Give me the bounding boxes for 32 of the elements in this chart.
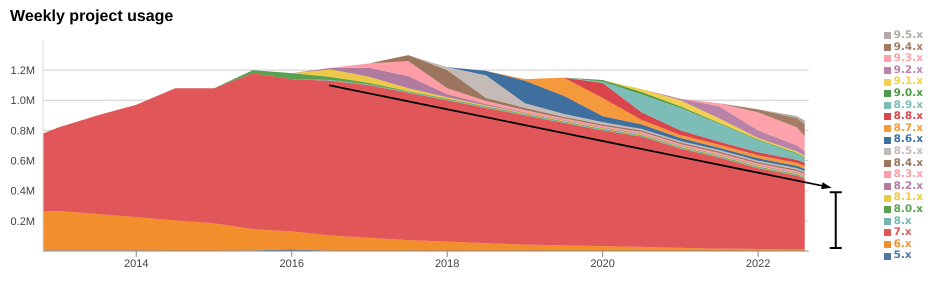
x-tick-label: 2022 [746, 258, 770, 270]
x-tick-label: 2020 [590, 258, 615, 270]
legend-label: 9.1.x [892, 75, 923, 88]
y-tick-label: 0.4M [10, 186, 35, 198]
y-tick-label: 0.8M [10, 125, 35, 138]
y-tick-label: 1.2M [10, 65, 35, 78]
legend-label: 8.3.x [892, 168, 923, 181]
legend-label: 5.x [892, 249, 913, 262]
legend-label: 8.1.x [892, 191, 923, 204]
legend-label: 8.0.x [892, 202, 923, 216]
x-tick-label: 2014 [124, 258, 149, 270]
legend-label: 8.2.x [892, 180, 923, 192]
legend-label: 9.2.x [892, 64, 923, 76]
legend-label: 8.8.x [892, 110, 923, 123]
legend-label: 8.6.x [892, 133, 923, 146]
y-tick-label: 0.2M [10, 216, 35, 228]
legend-label: 8.5.x [892, 144, 923, 158]
legend-label: 9.4.x [892, 40, 923, 53]
legend-label: 9.5.x [892, 29, 923, 42]
legend-label: 8.4.x [892, 156, 923, 169]
legend-label: 8.9.x [892, 98, 923, 111]
legend-label: 8.x [892, 214, 913, 227]
chart-title: Weekly project usage [9, 8, 174, 27]
x-tick-label: 2016 [279, 258, 304, 270]
legend-label: 8.7.x [892, 122, 923, 134]
x-tick-label: 2018 [434, 258, 460, 270]
legend-label: 7.x [892, 226, 913, 239]
legend-label: 9.0.x [892, 86, 923, 100]
legend-label: 9.3.x [892, 52, 923, 65]
legend-label: 6.x [892, 238, 913, 250]
y-tick-label: 0.6M [10, 155, 35, 168]
y-tick-label: 1.0M [10, 95, 35, 108]
